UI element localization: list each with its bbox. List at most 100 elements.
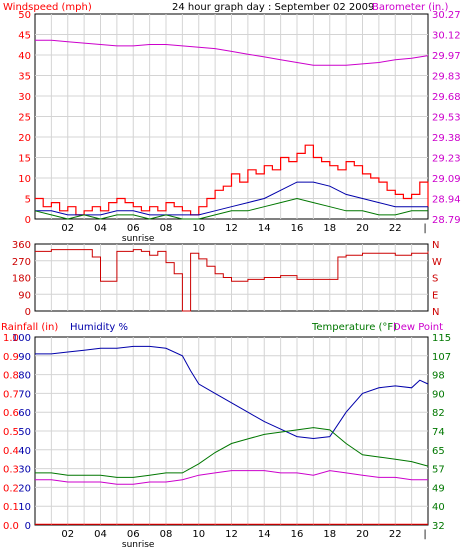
y-tick-left: 30 [18, 92, 31, 103]
x-tick: 18 [323, 529, 336, 540]
y-tick-right: N [432, 240, 439, 251]
y-tick-left: 0 [25, 521, 31, 532]
x-tick: 02 [61, 529, 74, 540]
y-tick-left: 45 [18, 31, 31, 42]
x-tick: 02 [61, 223, 74, 234]
y-tick-left: 25 [18, 113, 31, 124]
y-tick-right: 29.23 [432, 154, 461, 165]
y-tick-right: 29.68 [432, 92, 461, 103]
y-tick-left: 180 [12, 274, 31, 285]
y-tick-right: W [432, 257, 442, 268]
y-tick-rain: 0.9 [3, 352, 19, 363]
x-tick: 20 [356, 529, 369, 540]
y-tick-right: 98 [432, 371, 445, 382]
chart-title: 24 hour graph day : September 02 2009 [172, 2, 374, 13]
y-tick-left: 50 [18, 427, 31, 438]
y-tick-rain: 0.7 [3, 389, 19, 400]
y-tick-left: 40 [18, 51, 31, 62]
y-tick-right: E [432, 290, 438, 301]
x-tick: 04 [94, 529, 107, 540]
y-tick-rain: 0.2 [3, 483, 19, 494]
humidity-line [35, 345, 429, 440]
x-tick: 14 [258, 529, 271, 540]
y-tick-rain: 0.5 [3, 427, 19, 438]
y-tick-right: 57 [432, 465, 445, 476]
y-tick-right: 30.12 [432, 31, 461, 42]
y-tick-left: 90 [18, 290, 31, 301]
dewpoint-label: Dew Point [393, 322, 443, 333]
x-tick: 04 [94, 223, 107, 234]
y-tick-left: 360 [12, 240, 31, 251]
y-tick-left: 15 [18, 154, 31, 165]
y-tick-right: 107 [432, 352, 451, 363]
x-tick: 06 [127, 529, 140, 540]
y-tick-right: 74 [432, 427, 445, 438]
wind-low-line [34, 197, 428, 220]
y-tick-left: 5 [25, 195, 31, 206]
temperature-label: Temperature (°F) [311, 322, 397, 333]
y-tick-left: 90 [18, 352, 31, 363]
y-tick-right: S [432, 274, 438, 285]
y-tick-rain: 1.0 [3, 333, 19, 344]
x-tick-end: | [423, 529, 426, 540]
y-tick-right: 49 [432, 483, 445, 494]
y-tick-left: 60 [18, 408, 31, 419]
barometer-label: Barometer (in.) [372, 2, 448, 13]
humidity-temperature-panel: 0 10 20 30 40 50 60 70 80 90 100 0.0 0.1 0.2 0.3 0.4 0.5… [3, 333, 451, 550]
y-tick-right: 29.09 [432, 174, 461, 185]
y-tick-right: N [432, 307, 439, 318]
y-tick-right: 90 [432, 389, 445, 400]
sunrise-label: sunrise [122, 540, 155, 550]
x-tick: 10 [192, 223, 205, 234]
rainfall-label: Rainfall (in) [1, 322, 58, 333]
x-tick: 14 [258, 223, 271, 234]
y-tick-right: 32 [432, 521, 445, 532]
y-tick-left: 100 [12, 333, 31, 344]
y-tick-right: 40 [432, 502, 445, 513]
barometer-line [35, 39, 429, 66]
wind-direction-line [35, 249, 429, 312]
y-tick-right: 29.83 [432, 72, 461, 83]
x-tick: 16 [291, 529, 304, 540]
y-tick-left: 0 [25, 307, 31, 318]
y-tick-rain: 0.3 [3, 465, 19, 476]
y-tick-left: 20 [18, 483, 31, 494]
y-tick-rain: 0.8 [3, 371, 19, 382]
sunrise-label: sunrise [122, 234, 155, 244]
y-tick-right: 29.97 [432, 51, 461, 62]
y-tick-left: 70 [18, 389, 31, 400]
dewpoint-line [35, 470, 428, 485]
y-tick-right: 28.94 [432, 195, 461, 206]
x-tick: 18 [323, 223, 336, 234]
temperature-line [35, 427, 429, 478]
x-tick: 12 [225, 529, 238, 540]
wind-barometer-panel: 0 5 10 15 20 25 30 35 40 45 50 28.79 28.94 29.09 29.23… [18, 10, 460, 244]
y-tick-right: 115 [432, 333, 451, 344]
y-tick-right: 29.38 [432, 133, 461, 144]
x-tick: 08 [160, 529, 173, 540]
y-tick-left: 80 [18, 371, 31, 382]
y-tick-right: 29.53 [432, 113, 461, 124]
y-tick-left: 30 [18, 465, 31, 476]
windspeed-label: Windspeed (mph) [3, 2, 92, 13]
x-tick: 16 [291, 223, 304, 234]
y-tick-left: 10 [18, 502, 31, 513]
y-tick-rain: 0.6 [3, 408, 19, 419]
x-tick: 12 [225, 223, 238, 234]
x-tick: 22 [389, 223, 402, 234]
y-tick-right: 30.27 [432, 10, 461, 21]
y-tick-right: 65 [432, 446, 445, 457]
y-tick-left: 10 [18, 174, 31, 185]
y-tick-left: 20 [18, 133, 31, 144]
y-tick-rain: 0.0 [3, 521, 19, 532]
y-tick-left: 50 [18, 10, 31, 21]
x-tick: 22 [389, 529, 402, 540]
y-tick-right: 82 [432, 408, 445, 419]
y-tick-rain: 0.1 [3, 502, 19, 513]
x-tick: 20 [356, 223, 369, 234]
y-tick-rain: 0.4 [3, 446, 19, 457]
x-tick: 10 [192, 529, 205, 540]
y-tick-left: 35 [18, 72, 31, 83]
